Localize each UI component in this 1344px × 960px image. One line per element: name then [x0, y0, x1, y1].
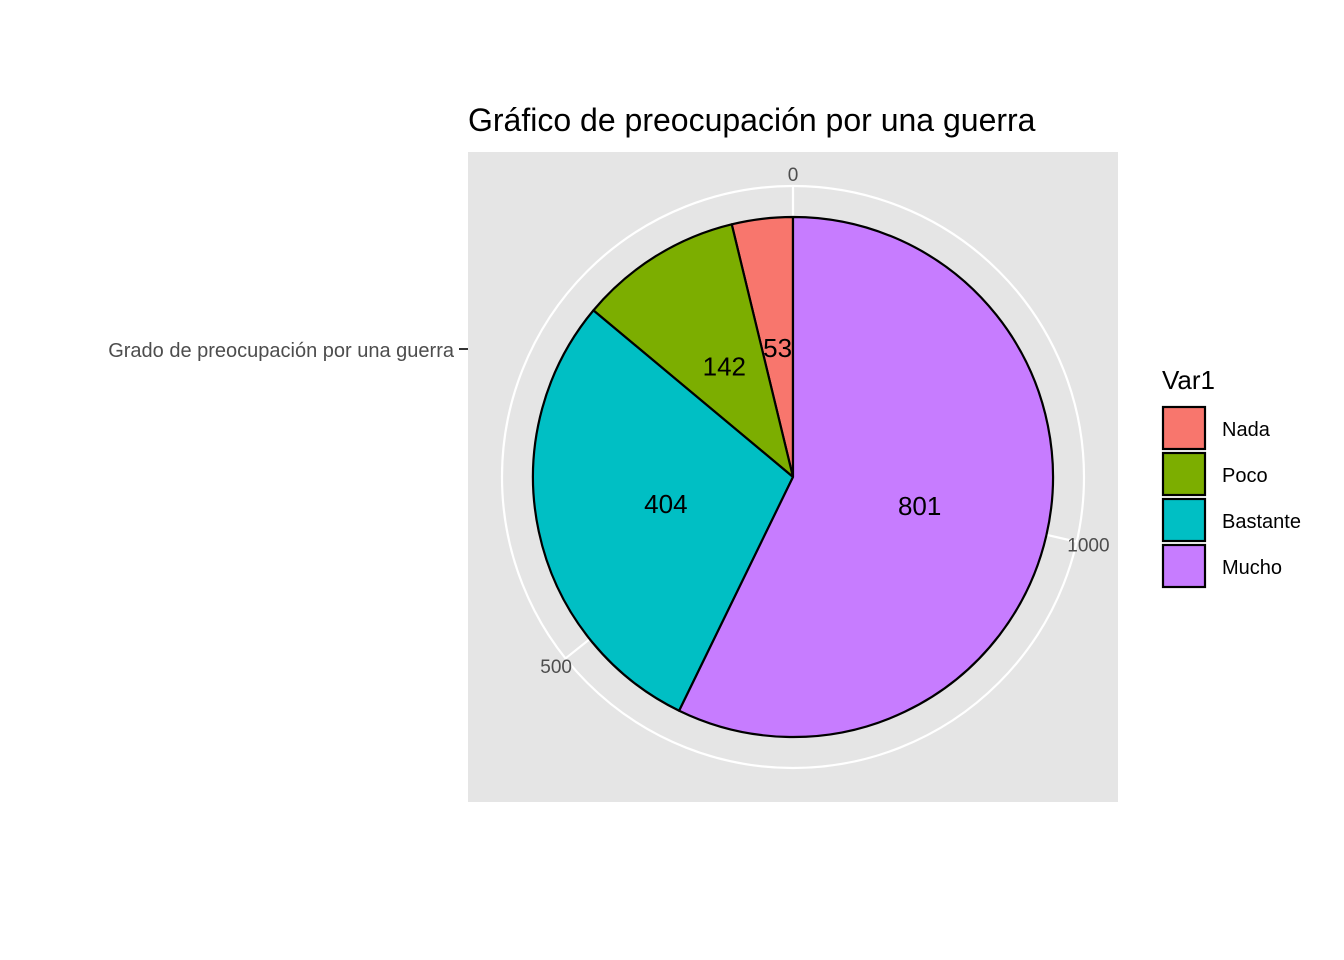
slice-label-nada: 53 — [763, 333, 792, 363]
legend: Var1 Nada Poco Bastante Mucho — [1161, 365, 1301, 589]
legend-label-nada: Nada — [1222, 419, 1271, 441]
chart-title: Gráfico de preocupación por una guerra — [468, 102, 1036, 138]
pie-slice-poco — [592, 223, 795, 479]
legend-swatch-nada — [1161, 405, 1207, 451]
legend-swatch-bastante — [1161, 497, 1207, 543]
legend-title: Var1 — [1162, 365, 1215, 395]
angular-tick-label: 500 — [540, 657, 572, 678]
legend-label-mucho: Mucho — [1222, 557, 1282, 579]
slice-label-mucho: 801 — [898, 491, 941, 521]
legend-swatch-mucho — [1161, 543, 1207, 589]
grid-line-radial — [1046, 533, 1077, 543]
angular-tick-label: 0 — [788, 165, 799, 186]
slice-label-poco: 142 — [703, 352, 746, 382]
legend-label-bastante: Bastante — [1222, 511, 1301, 533]
legend-label-poco: Poco — [1222, 465, 1268, 487]
pie-slice-bastante — [531, 309, 795, 712]
angular-tick-label: 1000 — [1067, 535, 1109, 556]
y-category-label: Grado de preocupación por una guerra — [108, 340, 455, 362]
legend-swatch-poco — [1161, 451, 1207, 497]
pie-slice-mucho — [678, 215, 1055, 739]
slice-label-bastante: 404 — [644, 489, 687, 519]
grid-line-radial — [564, 638, 591, 660]
